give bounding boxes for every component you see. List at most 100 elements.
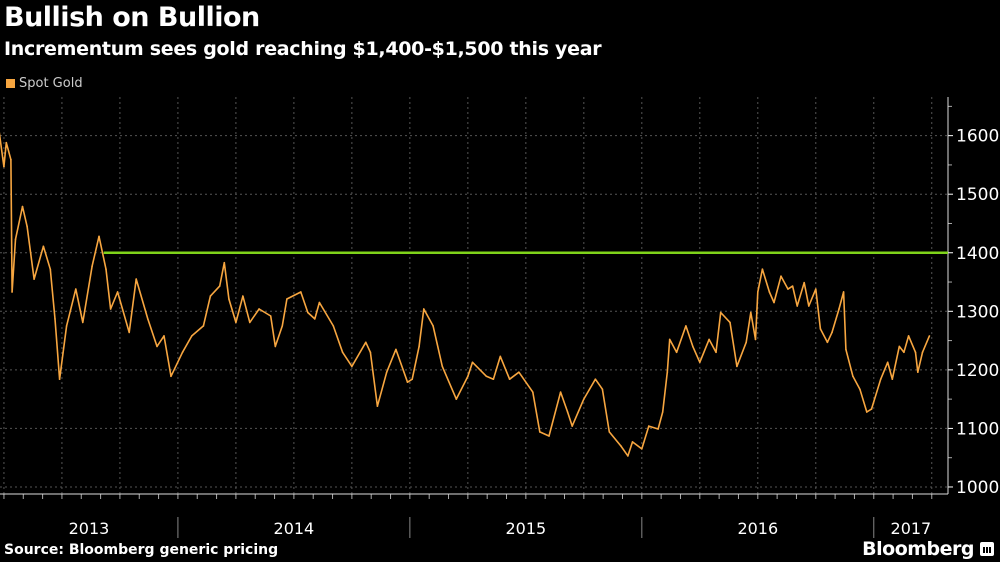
spot-gold-point: [307, 311, 309, 314]
x-year-label: 2017: [891, 519, 932, 538]
logo-text: Bloomberg: [862, 538, 974, 560]
spot-gold-point: [406, 381, 409, 383]
spot-gold-point: [886, 361, 889, 364]
spot-gold-point: [891, 378, 894, 381]
spot-gold-point: [866, 411, 868, 413]
spot-gold-point: [921, 351, 924, 354]
spot-gold-point: [859, 388, 861, 390]
spot-gold-point: [601, 388, 604, 390]
spot-gold-point: [274, 345, 277, 348]
spot-gold-point: [620, 445, 622, 447]
x-year-label: 2013: [69, 519, 110, 538]
spot-gold-point: [761, 268, 764, 270]
spot-gold-point: [235, 321, 237, 324]
spot-gold-point: [116, 291, 119, 293]
y-tick-label: 1300: [956, 302, 999, 322]
spot-gold-point: [467, 375, 469, 378]
spot-gold-point: [218, 285, 221, 287]
x-year-label: 2016: [737, 519, 778, 538]
spot-gold-point: [135, 278, 137, 280]
spot-gold-point: [594, 378, 597, 381]
legend-swatch: [6, 79, 15, 88]
spot-gold-point: [191, 335, 193, 337]
spot-gold-point: [269, 315, 272, 317]
spot-gold-point: [98, 235, 100, 238]
spot-gold-point: [455, 398, 458, 400]
spot-gold-point: [300, 291, 302, 293]
spot-gold-point: [109, 308, 112, 310]
spot-gold-point: [10, 158, 12, 161]
spot-gold-point: [661, 411, 664, 413]
spot-gold-point: [441, 365, 444, 368]
y-tick-label: 1000: [956, 478, 999, 498]
spot-gold-point: [627, 455, 629, 457]
spot-gold-point: [796, 305, 799, 307]
spot-gold-point: [499, 355, 502, 358]
legend: Spot Gold: [6, 76, 83, 91]
spot-gold-point: [258, 308, 260, 310]
spot-gold-point: [58, 378, 61, 381]
spot-gold-point: [54, 318, 56, 320]
spot-gold-point: [608, 431, 611, 433]
spot-gold-point: [105, 268, 107, 270]
spot-gold-point: [209, 295, 212, 297]
spot-gold-point: [49, 268, 52, 270]
spot-gold-point: [471, 361, 474, 364]
spot-gold-point: [831, 331, 833, 334]
spot-gold-point: [11, 291, 13, 293]
spot-gold-point: [369, 351, 372, 354]
spot-gold-point: [223, 261, 226, 264]
spot-gold-point: [228, 298, 230, 300]
spot-gold-point: [803, 281, 805, 284]
spot-gold-point: [532, 391, 534, 393]
spot-gold-point: [675, 351, 678, 354]
bloomberg-chart-icon: [980, 542, 994, 556]
spot-gold-point: [773, 301, 775, 304]
spot-gold-point: [332, 325, 335, 327]
spot-gold-point: [715, 351, 717, 354]
spot-gold-point: [826, 341, 829, 344]
spot-gold-point: [842, 291, 845, 293]
y-tick-label: 1100: [956, 419, 999, 439]
spot-gold-point: [780, 275, 782, 277]
spot-gold-point: [242, 295, 244, 297]
spot-gold-point: [3, 165, 5, 168]
spot-gold-point: [376, 405, 379, 407]
spot-gold-point: [313, 318, 316, 320]
spot-gold-point: [492, 378, 495, 381]
x-year-label: 2015: [505, 519, 546, 538]
spot-gold-point: [814, 288, 817, 290]
spot-gold-point: [914, 351, 917, 354]
spot-gold-point: [917, 371, 919, 374]
spot-gold-point: [692, 345, 694, 348]
spot-gold-point: [5, 141, 8, 144]
spot-gold-point: [852, 375, 854, 378]
spot-gold-point: [128, 331, 130, 334]
legend-label: Spot Gold: [19, 76, 83, 91]
spot-gold-point: [879, 378, 882, 381]
spot-gold-point: [42, 245, 45, 248]
spot-gold-point: [364, 341, 367, 344]
spot-gold-point: [181, 351, 184, 354]
spot-gold-point: [65, 325, 68, 327]
spot-gold-point: [286, 298, 288, 300]
spot-gold-point: [26, 225, 28, 228]
spot-gold-point: [418, 345, 420, 348]
spot-gold-point: [756, 291, 759, 293]
spot-gold-point: [754, 338, 757, 341]
spot-gold-point: [385, 371, 388, 374]
spot-gold-point: [808, 305, 810, 307]
spot-gold-point: [318, 301, 321, 304]
y-tick-label: 1400: [956, 244, 999, 264]
spot-gold-point: [146, 318, 149, 320]
spot-gold-point: [845, 348, 847, 351]
spot-gold-point: [583, 398, 585, 400]
bloomberg-logo: Bloomberg: [862, 538, 994, 560]
spot-gold-point: [870, 408, 873, 410]
spot-gold-point: [422, 308, 425, 310]
spot-gold-point: [432, 325, 434, 327]
spot-gold-point: [719, 311, 722, 314]
spot-gold-point: [249, 321, 251, 324]
spot-gold-point: [708, 338, 710, 341]
